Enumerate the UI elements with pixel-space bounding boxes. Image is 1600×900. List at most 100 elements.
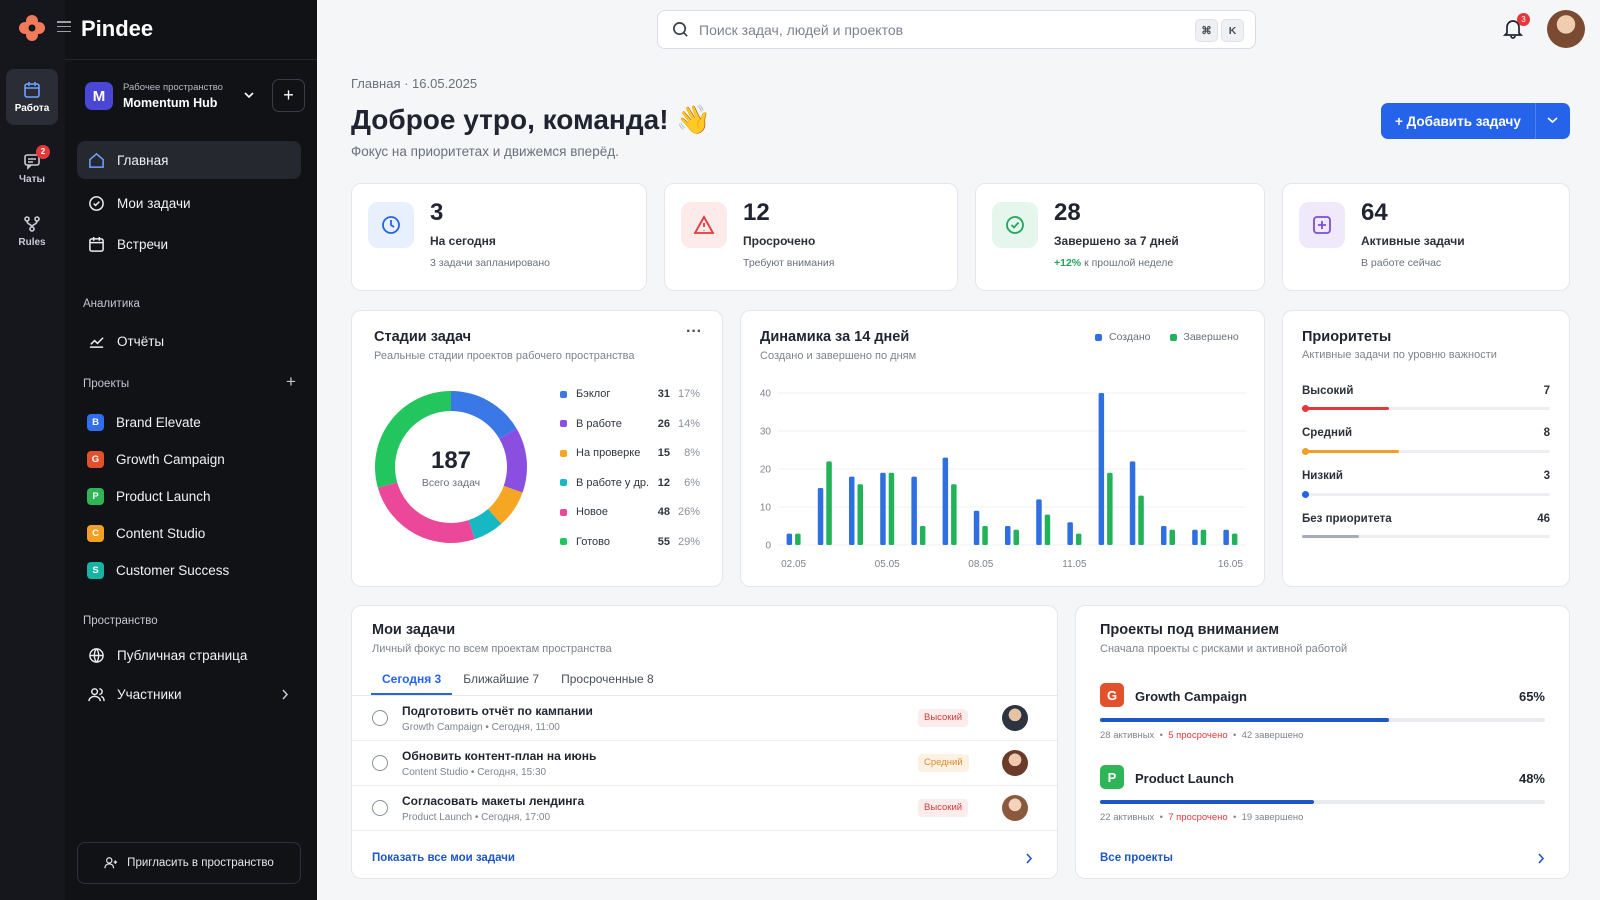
project-item[interactable]: C Content Studio — [77, 516, 301, 550]
bar-completed — [888, 472, 895, 545]
rail-item-chats[interactable]: Чаты 2 — [6, 140, 58, 196]
bar-completed — [1013, 529, 1019, 545]
bar-created — [817, 488, 824, 545]
workspace-switcher[interactable]: M Рабочее пространство Momentum Hub — [77, 76, 257, 116]
nav-item-meetings[interactable]: Встречи — [77, 225, 301, 263]
nav-item-home[interactable]: Главная — [77, 141, 301, 179]
priority-bar — [1302, 535, 1550, 538]
project-item[interactable]: G Growth Campaign — [77, 442, 301, 476]
all-projects-link[interactable]: Все проекты — [1100, 852, 1173, 864]
card-subtitle: Реальные стадии проектов рабочего простр… — [374, 350, 635, 362]
card-title: Мои задачи — [372, 622, 456, 638]
priorities-card: Приоритеты Активные задачи по уровню важ… — [1282, 310, 1570, 587]
stat-sub: 3 задачи запланировано — [430, 257, 550, 269]
legend-swatch — [1169, 333, 1177, 341]
bar-completed — [1138, 495, 1144, 545]
legend-swatch — [560, 538, 567, 545]
task-row[interactable]: Обновить контент-план на июнь Content St… — [352, 741, 1057, 786]
project-avatar: G — [87, 450, 104, 468]
legend-percent: 6% — [684, 476, 700, 489]
invite-button[interactable]: Пригласить в пространство — [77, 842, 301, 884]
project-name[interactable]: Growth Campaign — [1135, 689, 1247, 704]
y-tick-label: 30 — [760, 427, 772, 438]
task-row[interactable]: Подготовить отчёт по кампании Growth Cam… — [352, 696, 1057, 741]
project-label: Brand Elevate — [116, 414, 201, 430]
legend-label: Бэклог — [576, 388, 611, 400]
workspace-avatar: M — [85, 82, 113, 110]
tab-overdue[interactable]: Просроченные 8 — [561, 672, 654, 686]
stat-value: 64 — [1361, 199, 1388, 226]
project-item[interactable]: S Customer Success — [77, 553, 301, 587]
project-item[interactable]: B Brand Elevate — [77, 405, 301, 439]
bar-completed — [1075, 533, 1082, 545]
legend-count: 15 — [657, 447, 670, 459]
show-all-tasks-link[interactable]: Показать все мои задачи — [372, 852, 515, 864]
nav-item-public-page[interactable]: Публичная страница — [77, 636, 301, 674]
shortcut-key: K — [1221, 19, 1244, 42]
stat-card-completed[interactable]: 28 Завершено за 7 дней +12% к прошлой не… — [975, 183, 1265, 291]
priority-label: Средний — [1302, 427, 1353, 439]
bell-icon[interactable] — [1502, 17, 1524, 39]
task-checkbox[interactable] — [372, 800, 388, 816]
chevron-right-icon[interactable] — [1026, 853, 1033, 864]
card-title: Проекты под вниманием — [1100, 622, 1280, 638]
chevron-down-icon[interactable] — [1547, 116, 1558, 124]
add-project-button[interactable]: + — [286, 372, 296, 391]
legend-count: 12 — [657, 476, 670, 489]
tab-today[interactable]: Сегодня 3 — [371, 668, 453, 695]
donut-chart — [375, 391, 527, 543]
legend-label: На проверке — [576, 447, 641, 459]
user-avatar[interactable] — [1547, 10, 1585, 48]
legend-item: На проверке 15 8% — [560, 445, 705, 461]
stat-trend: +12% — [1054, 257, 1082, 269]
project-progress-bar — [1100, 718, 1545, 722]
priority-value: 7 — [1543, 385, 1550, 397]
nav-item-reports[interactable]: Отчёты — [77, 322, 301, 360]
task-meta: Product Launch • Сегодня, 17:00 — [402, 812, 551, 823]
priority-value: 8 — [1543, 427, 1550, 439]
my-tasks-card: Мои задачи Личный фокус по всем проектам… — [351, 605, 1058, 879]
project-name[interactable]: Product Launch — [1135, 771, 1234, 786]
task-checkbox[interactable] — [372, 755, 388, 771]
users-icon — [87, 685, 105, 703]
rail-item-work[interactable]: Работа — [6, 69, 58, 125]
donut-slice — [377, 482, 475, 543]
chevron-right-icon[interactable] — [1538, 853, 1545, 864]
stat-card-active[interactable]: 64 Активные задачи В работе сейчас — [1282, 183, 1570, 291]
project-item[interactable]: P Product Launch — [77, 479, 301, 513]
project-label: Content Studio — [116, 525, 206, 541]
stat-card-overdue[interactable]: 12 Просрочено Требуют внимания — [664, 183, 958, 291]
nav-item-my-tasks[interactable]: Мои задачи — [77, 184, 301, 222]
tab-upcoming[interactable]: Ближайшие 7 — [463, 672, 540, 686]
bar-completed — [826, 461, 832, 545]
sidebar: Pindee M Рабочее пространство Momentum H… — [57, 0, 317, 900]
attention-card: Проекты под вниманием Сначала проекты с … — [1075, 605, 1570, 879]
legend-percent: 26% — [678, 506, 701, 518]
project-active: 22 активных — [1100, 812, 1155, 823]
menu-icon[interactable] — [57, 21, 71, 32]
divider — [1535, 103, 1536, 139]
rail-item-rules[interactable]: Rules — [6, 203, 58, 259]
add-task-button[interactable]: + Добавить задачу — [1381, 103, 1570, 139]
search-input[interactable]: Поиск задач, людей и проектов — [699, 21, 904, 38]
nav-item-members[interactable]: Участники — [77, 675, 301, 713]
stat-card-today[interactable]: 3 На сегодня 3 задачи запланировано — [351, 183, 647, 291]
add-workspace-button[interactable]: + — [272, 79, 305, 112]
task-checkbox[interactable] — [372, 710, 388, 726]
search-box[interactable]: Поиск задач, людей и проектов ⌘ K — [657, 10, 1256, 49]
user-add-icon — [104, 857, 118, 869]
bar-created — [1161, 526, 1167, 545]
notification-badge: 3 — [1517, 13, 1530, 26]
more-menu-icon[interactable]: ··· — [686, 323, 702, 340]
priority-bar — [1302, 448, 1550, 455]
bar-completed — [857, 484, 863, 545]
workspace-name: Momentum Hub — [123, 96, 218, 110]
calendar-icon — [24, 81, 40, 98]
task-row[interactable]: Согласовать макеты лендинга Product Laun… — [352, 786, 1057, 831]
legend-label: Завершено — [1183, 331, 1239, 343]
bar-created — [1067, 522, 1073, 545]
bar-created — [880, 472, 886, 545]
nav-label: Участники — [117, 686, 182, 702]
stat-label: Завершено за 7 дней — [1054, 234, 1179, 248]
legend-percent: 17% — [678, 388, 701, 400]
